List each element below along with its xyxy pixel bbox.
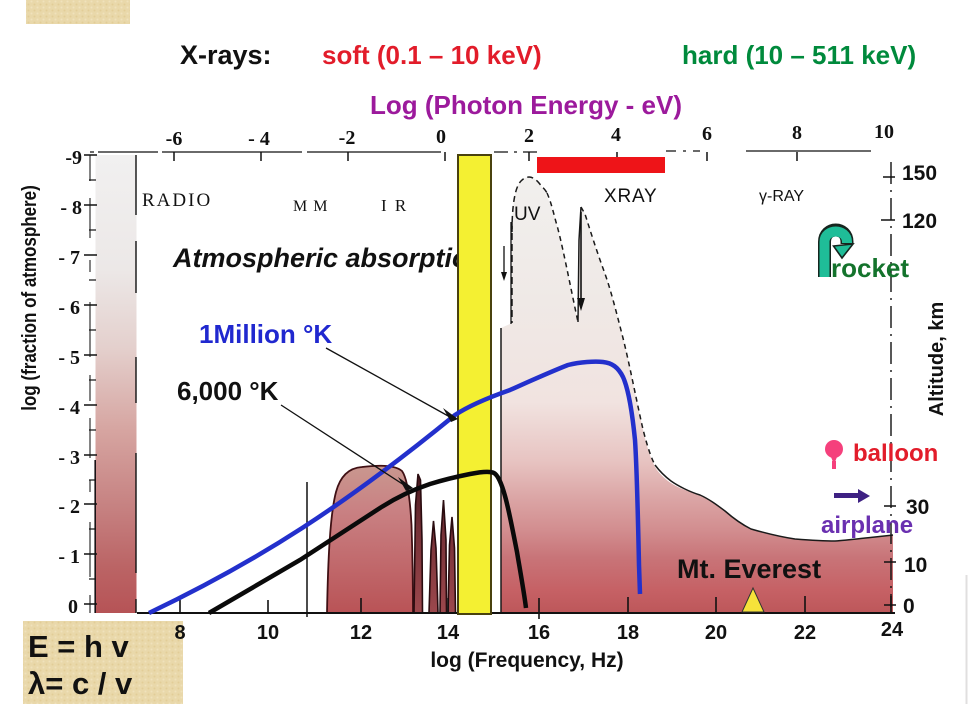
svg-text:RADIO: RADIO — [142, 190, 212, 211]
svg-text:- 3: - 3 — [58, 447, 80, 469]
svg-text:- 4: - 4 — [248, 128, 270, 150]
svg-text:30: 30 — [906, 496, 929, 519]
svg-text:log (fraction of atmosphere): log (fraction of atmosphere) — [18, 185, 41, 411]
svg-text:10: 10 — [874, 121, 894, 143]
svg-text:16: 16 — [528, 622, 550, 644]
svg-text:- 1: - 1 — [58, 546, 80, 568]
svg-text:XRAY: XRAY — [604, 186, 658, 207]
svg-text:10: 10 — [904, 554, 927, 577]
svg-text:24: 24 — [881, 619, 904, 641]
svg-text:-9: -9 — [65, 147, 82, 169]
svg-text:log (Frequency, Hz): log (Frequency, Hz) — [430, 649, 623, 672]
svg-text:Altitude, km: Altitude, km — [926, 302, 948, 416]
svg-text:18: 18 — [617, 622, 639, 644]
svg-text:λ= c / v: λ= c / v — [28, 666, 133, 701]
svg-text:- 8: - 8 — [60, 197, 82, 219]
svg-text:0: 0 — [436, 126, 446, 148]
svg-text:- 6: - 6 — [58, 297, 80, 319]
svg-text:balloon: balloon — [853, 440, 938, 467]
svg-text:-6: -6 — [166, 128, 183, 150]
svg-text:12: 12 — [350, 622, 372, 644]
svg-text:- 2: - 2 — [58, 496, 80, 518]
svg-text:M M: M M — [293, 198, 328, 215]
svg-text:- 7: - 7 — [58, 247, 80, 269]
svg-text:airplane: airplane — [821, 512, 913, 539]
svg-text:120: 120 — [902, 210, 937, 233]
svg-text:X-rays:: X-rays: — [180, 40, 272, 70]
svg-text:14: 14 — [437, 622, 460, 644]
svg-text:1Million °K: 1Million °K — [199, 319, 332, 349]
svg-text:-2: -2 — [339, 127, 356, 149]
svg-text:γ-RAY: γ-RAY — [759, 188, 804, 205]
svg-text:8: 8 — [792, 122, 802, 144]
svg-text:150: 150 — [902, 162, 937, 185]
svg-text:0: 0 — [903, 595, 915, 618]
svg-text:hard (10 – 511 keV): hard (10 – 511 keV) — [682, 40, 916, 70]
svg-text:Atmospheric absorption: Atmospheric absorption — [172, 243, 485, 273]
svg-text:22: 22 — [794, 622, 816, 644]
svg-text:0: 0 — [68, 596, 78, 618]
svg-text:rocket: rocket — [831, 253, 909, 283]
svg-text:6: 6 — [702, 123, 712, 145]
svg-text:- 4: - 4 — [58, 397, 80, 419]
svg-text:E = h v: E = h v — [28, 629, 130, 664]
svg-text:10: 10 — [257, 622, 279, 644]
svg-text:2: 2 — [524, 125, 534, 147]
svg-text:soft (0.1 – 10 keV): soft (0.1 – 10 keV) — [322, 40, 542, 70]
svg-text:Log (Photon Energy - eV): Log (Photon Energy - eV) — [370, 90, 682, 120]
svg-text:6,000 °K: 6,000 °K — [177, 376, 279, 406]
svg-text:4: 4 — [611, 124, 621, 146]
svg-text:UV: UV — [514, 204, 541, 225]
svg-text:20: 20 — [705, 622, 727, 644]
svg-text:Mt. Everest: Mt. Everest — [677, 554, 821, 584]
svg-text:I R: I R — [381, 196, 408, 215]
svg-text:8: 8 — [174, 622, 185, 644]
svg-text:- 5: - 5 — [58, 347, 80, 369]
